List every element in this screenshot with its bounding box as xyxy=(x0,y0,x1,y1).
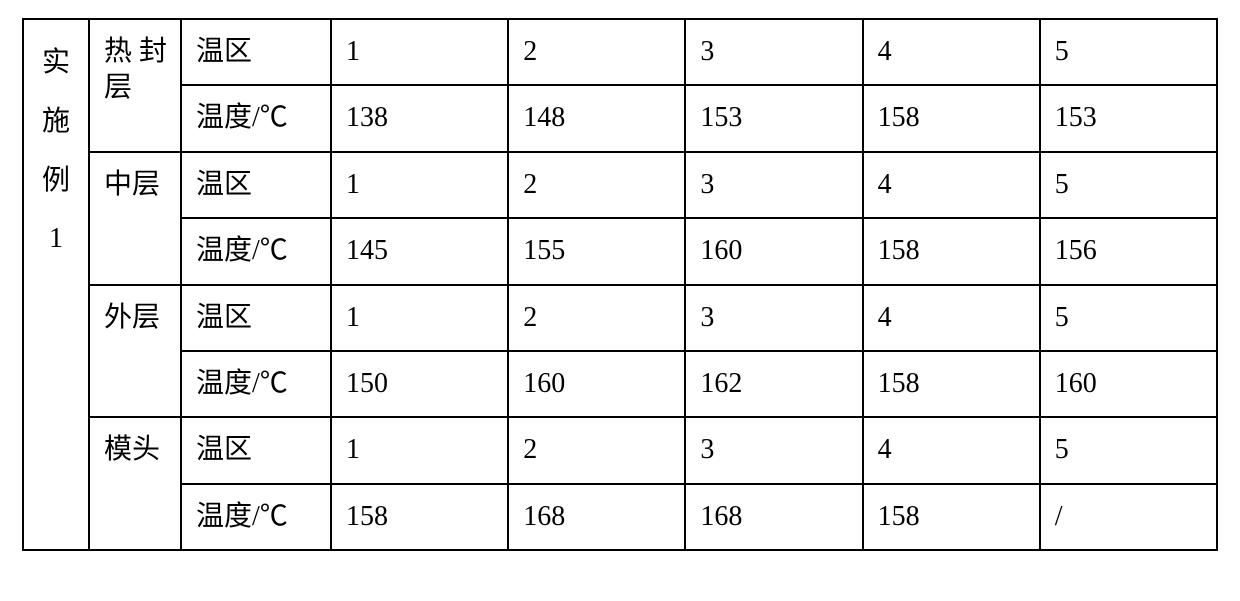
temp-value: 158 xyxy=(331,484,508,550)
zone-value: 1 xyxy=(331,19,508,85)
temperature-table: 实 施 例 1 热 封 层 温区 1 2 3 4 5 温度/℃ 138 148 … xyxy=(22,18,1218,551)
row-group-label-char: 例 xyxy=(42,152,70,211)
temp-value: 138 xyxy=(331,85,508,151)
temp-label: 温度/℃ xyxy=(181,484,331,550)
zone-value: 2 xyxy=(508,19,685,85)
zone-value: 5 xyxy=(1040,19,1217,85)
zone-value: 4 xyxy=(863,152,1040,218)
zone-value: 1 xyxy=(331,285,508,351)
temp-value: 160 xyxy=(508,351,685,417)
row-group-label-char: 1 xyxy=(49,210,63,269)
zone-value: 5 xyxy=(1040,152,1217,218)
zone-value: 3 xyxy=(685,19,862,85)
zone-value: 3 xyxy=(685,285,862,351)
section-name-cell: 模头 xyxy=(89,417,181,550)
temp-value: 150 xyxy=(331,351,508,417)
zone-label: 温区 xyxy=(181,19,331,85)
section-name-line1: 热 封 xyxy=(104,34,176,70)
zone-value: 2 xyxy=(508,285,685,351)
temp-value: 145 xyxy=(331,218,508,284)
temp-label: 温度/℃ xyxy=(181,351,331,417)
table-row: 实 施 例 1 热 封 层 温区 1 2 3 4 5 xyxy=(23,19,1217,85)
zone-label: 温区 xyxy=(181,285,331,351)
zone-label: 温区 xyxy=(181,417,331,483)
section-name-cell: 外层 xyxy=(89,285,181,418)
temp-value: 158 xyxy=(863,218,1040,284)
zone-label: 温区 xyxy=(181,152,331,218)
temp-value: 160 xyxy=(1040,351,1217,417)
section-name-line2: 层 xyxy=(104,70,176,106)
zone-value: 2 xyxy=(508,152,685,218)
temp-value: 153 xyxy=(685,85,862,151)
table-row: 温度/℃ 138 148 153 158 153 xyxy=(23,85,1217,151)
temp-value: 158 xyxy=(863,85,1040,151)
table-row: 温度/℃ 158 168 168 158 / xyxy=(23,484,1217,550)
row-group-label-cell: 实 施 例 1 xyxy=(23,19,89,550)
zone-value: 4 xyxy=(863,19,1040,85)
temp-value: 158 xyxy=(863,484,1040,550)
table-row: 温度/℃ 145 155 160 158 156 xyxy=(23,218,1217,284)
section-name: 模头 xyxy=(104,434,160,465)
temp-value: 155 xyxy=(508,218,685,284)
zone-value: 5 xyxy=(1040,285,1217,351)
table-row: 温度/℃ 150 160 162 158 160 xyxy=(23,351,1217,417)
zone-value: 3 xyxy=(685,417,862,483)
section-name-cell: 中层 xyxy=(89,152,181,285)
zone-value: 3 xyxy=(685,152,862,218)
temp-value: 168 xyxy=(685,484,862,550)
row-group-label-char: 施 xyxy=(42,93,70,152)
zone-value: 1 xyxy=(331,417,508,483)
table-row: 模头 温区 1 2 3 4 5 xyxy=(23,417,1217,483)
temp-value: 168 xyxy=(508,484,685,550)
temp-value: 162 xyxy=(685,351,862,417)
zone-value: 1 xyxy=(331,152,508,218)
temp-value: 148 xyxy=(508,85,685,151)
table-row: 外层 温区 1 2 3 4 5 xyxy=(23,285,1217,351)
temp-label: 温度/℃ xyxy=(181,218,331,284)
section-name-cell: 热 封 层 xyxy=(89,19,181,152)
temp-value: 156 xyxy=(1040,218,1217,284)
section-name: 外层 xyxy=(104,302,160,333)
row-group-label: 实 施 例 1 xyxy=(24,34,88,269)
table-row: 中层 温区 1 2 3 4 5 xyxy=(23,152,1217,218)
temp-value: 153 xyxy=(1040,85,1217,151)
zone-value: 4 xyxy=(863,417,1040,483)
temp-value: 158 xyxy=(863,351,1040,417)
zone-value: 4 xyxy=(863,285,1040,351)
temp-value: 160 xyxy=(685,218,862,284)
zone-value: 5 xyxy=(1040,417,1217,483)
zone-value: 2 xyxy=(508,417,685,483)
section-name: 中层 xyxy=(104,169,160,200)
temp-value: / xyxy=(1040,484,1217,550)
temp-label: 温度/℃ xyxy=(181,85,331,151)
row-group-label-char: 实 xyxy=(42,34,70,93)
